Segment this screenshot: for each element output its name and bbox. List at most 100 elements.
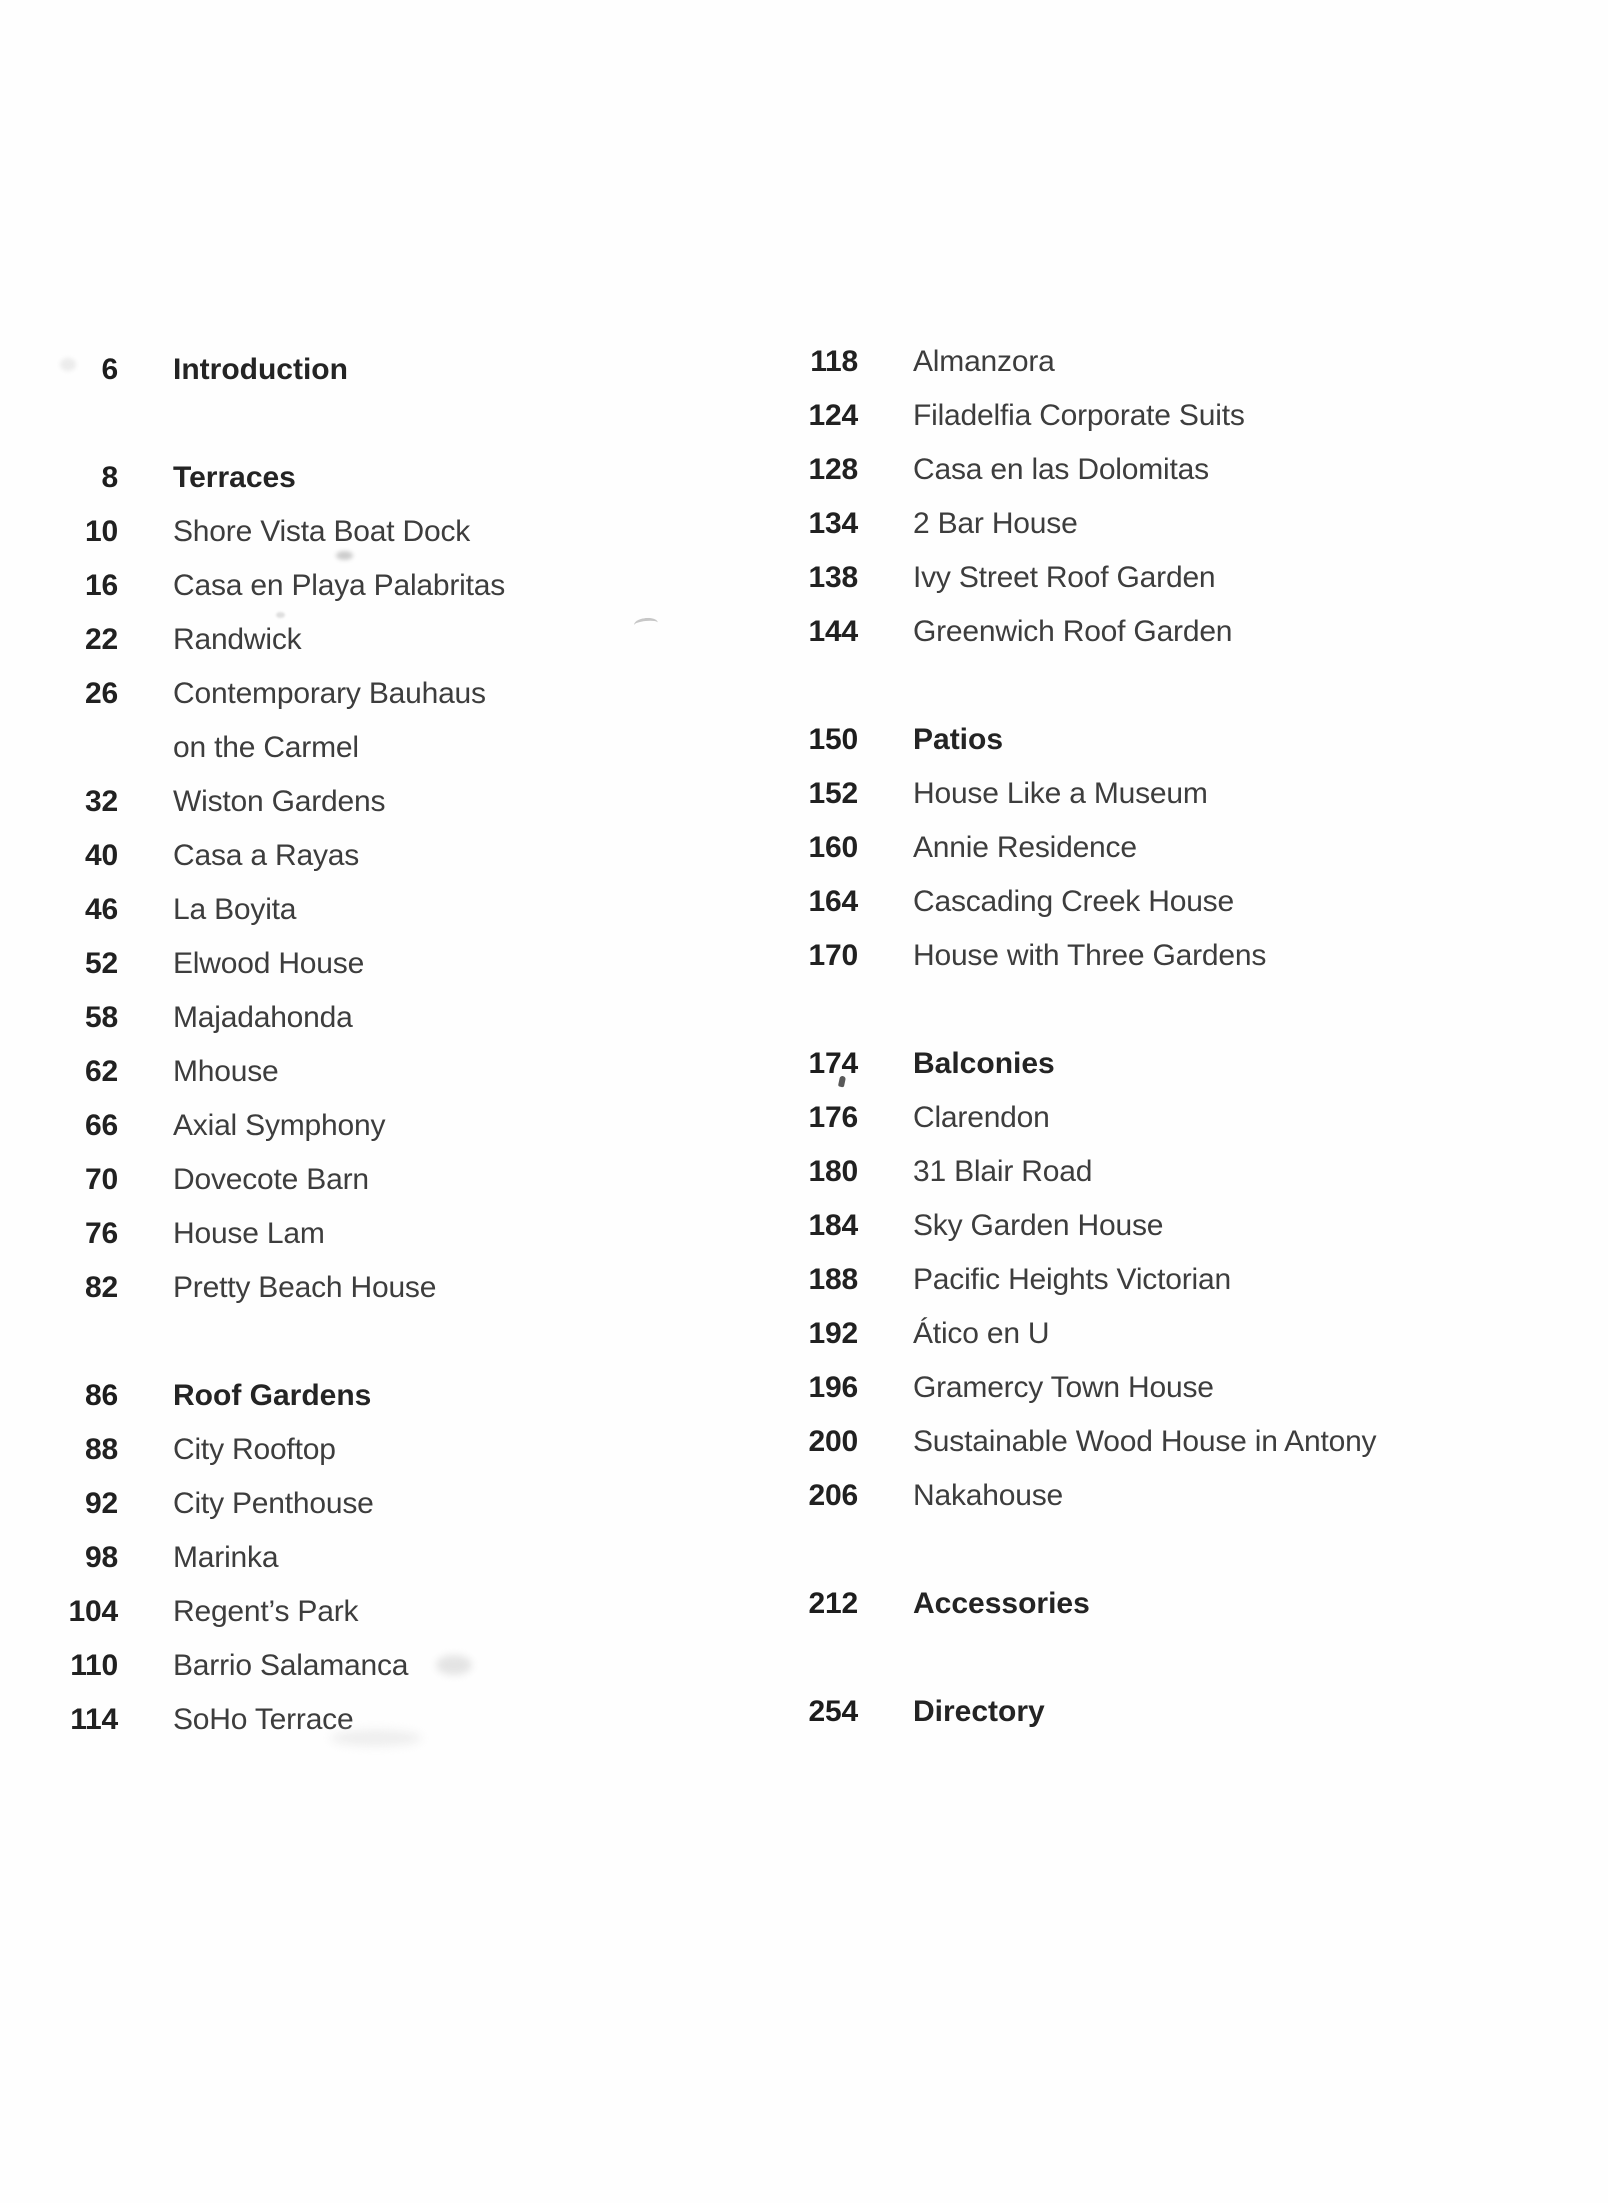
entry-title: Annie Residence [913, 831, 1137, 864]
page-number: 58 [85, 1001, 118, 1034]
toc-spacer [788, 1523, 1548, 1577]
entry-title: on the Carmel [173, 731, 359, 764]
toc-entry-row: 76 House Lam [50, 1207, 730, 1261]
page-number: 70 [85, 1163, 118, 1196]
toc-entry-row: 62 Mhouse [50, 1045, 730, 1099]
toc-entry-row: 70 Dovecote Barn [50, 1153, 730, 1207]
entry-title: Pretty Beach House [173, 1271, 437, 1304]
toc-entry-row: 26 Contemporary Bauhaus [50, 667, 730, 721]
page-number: 8 [101, 461, 119, 494]
entry-title: Contemporary Bauhaus [173, 677, 486, 710]
toc-section-row: 174 Balconies [788, 1037, 1548, 1091]
entry-title: Shore Vista Boat Dock [173, 515, 471, 548]
toc-entry-row: 164 Cascading Creek House [788, 875, 1548, 929]
page-number: 86 [85, 1379, 118, 1412]
toc-entry-row: 22 Randwick [50, 613, 730, 667]
page-number: 62 [85, 1055, 118, 1088]
toc-entry-continuation-row: on the Carmel [50, 721, 730, 775]
entry-title: Filadelfia Corporate Suits [913, 399, 1245, 432]
entry-title: Wiston Gardens [173, 785, 386, 818]
entry-title: Axial Symphony [173, 1109, 386, 1142]
toc-entry-row: 88 City Rooftop [50, 1423, 730, 1477]
entry-title: Barrio Salamanca [173, 1649, 409, 1682]
toc-entry-row: 196 Gramercy Town House [788, 1361, 1548, 1415]
toc-entry-row: 184 Sky Garden House [788, 1199, 1548, 1253]
toc-entry-row: 170 House with Three Gardens [788, 929, 1548, 983]
entry-title: Casa en Playa Palabritas [173, 569, 506, 602]
entry-title: Randwick [173, 623, 302, 656]
entry-title: Clarendon [913, 1101, 1050, 1134]
section-title: Terraces [173, 461, 296, 494]
section-title: Introduction [173, 353, 348, 386]
page-number: 150 [808, 723, 859, 756]
entry-title: Greenwich Roof Garden [913, 615, 1233, 648]
toc-entry-row: 16 Casa en Playa Palabritas [50, 559, 730, 613]
entry-title: Regent’s Park [173, 1595, 359, 1628]
entry-title: Mhouse [173, 1055, 279, 1088]
page-number: 128 [808, 453, 859, 486]
toc-entry-row: 110 Barrio Salamanca [50, 1639, 730, 1693]
page-number: 82 [85, 1271, 118, 1304]
toc-column-right: 118 Almanzora 124 Filadelfia Corporate Suit… [788, 335, 1548, 1739]
page-number: 40 [85, 839, 118, 872]
page-number: 192 [808, 1317, 859, 1350]
page-number: 104 [68, 1595, 119, 1628]
page-number: 254 [808, 1695, 859, 1728]
page-number: 6 [101, 353, 119, 386]
page-number: 170 [808, 939, 859, 972]
toc-entry-row: 114 SoHo Terrace [50, 1693, 730, 1747]
toc-column-left: 6 Introduction 8 Terraces 10 Shore Vista Boat… [50, 343, 730, 1747]
page-number: 200 [808, 1425, 859, 1458]
toc-entry-row: 104 Regent’s Park [50, 1585, 730, 1639]
section-title: Accessories [913, 1587, 1090, 1620]
toc-entry-row: 66 Axial Symphony [50, 1099, 730, 1153]
entry-title: Elwood House [173, 947, 365, 980]
toc-entry-row: 46 La Boyita [50, 883, 730, 937]
toc-entry-row: 10 Shore Vista Boat Dock [50, 505, 730, 559]
page-number: 124 [808, 399, 859, 432]
page-number: 196 [808, 1371, 859, 1404]
entry-title: House Like a Museum [913, 777, 1208, 810]
toc-entry-row: 32 Wiston Gardens [50, 775, 730, 829]
page-number: 66 [85, 1109, 118, 1142]
page-number: 144 [808, 615, 859, 648]
page-number: 76 [85, 1217, 118, 1250]
toc-entry-row: 52 Elwood House [50, 937, 730, 991]
page-number: 52 [85, 947, 118, 980]
toc-section-row: 6 Introduction [50, 343, 730, 397]
entry-title: 2 Bar House [913, 507, 1078, 540]
toc-entry-row: 152 House Like a Museum [788, 767, 1548, 821]
toc-entry-row: 176 Clarendon [788, 1091, 1548, 1145]
page-number: 10 [85, 515, 118, 548]
toc-section-row: 86 Roof Gardens [50, 1369, 730, 1423]
toc-entry-row: 92 City Penthouse [50, 1477, 730, 1531]
toc-entry-row: 138 Ivy Street Roof Garden [788, 551, 1548, 605]
toc-entry-row: 160 Annie Residence [788, 821, 1548, 875]
entry-title: Marinka [173, 1541, 279, 1574]
entry-title: Casa a Rayas [173, 839, 360, 872]
toc-section-row: 254 Directory [788, 1685, 1548, 1739]
toc-entry-row: 128 Casa en las Dolomitas [788, 443, 1548, 497]
section-title: Roof Gardens [173, 1379, 372, 1412]
toc-spacer [50, 397, 730, 451]
toc-entry-row: 206 Nakahouse [788, 1469, 1548, 1523]
toc-entry-row: 40 Casa a Rayas [50, 829, 730, 883]
section-title: Patios [913, 723, 1004, 756]
toc-spacer [788, 1631, 1548, 1685]
entry-title: Sustainable Wood House in Antony [913, 1425, 1377, 1458]
toc-section-row: 150 Patios [788, 713, 1548, 767]
toc-section-row: 8 Terraces [50, 451, 730, 505]
page-number: 160 [808, 831, 859, 864]
page-number: 164 [808, 885, 859, 918]
page-number: 16 [85, 569, 118, 602]
page-number: 118 [810, 345, 858, 378]
page-number: 180 [808, 1155, 859, 1188]
entry-title: 31 Blair Road [913, 1155, 1093, 1188]
toc-entry-row: 200 Sustainable Wood House in Antony [788, 1415, 1548, 1469]
entry-title: Gramercy Town House [913, 1371, 1214, 1404]
page-number: 110 [70, 1649, 118, 1682]
section-title: Balconies [913, 1047, 1055, 1080]
entry-title: Cascading Creek House [913, 885, 1234, 918]
entry-title: Pacific Heights Victorian [913, 1263, 1231, 1296]
